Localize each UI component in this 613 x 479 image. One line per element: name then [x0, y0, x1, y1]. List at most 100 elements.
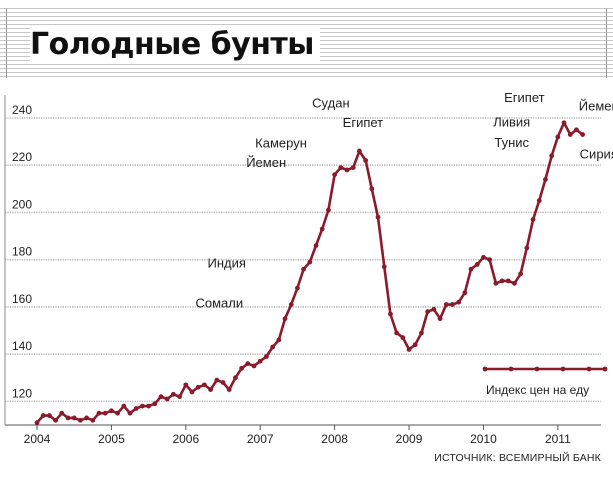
data-point [412, 342, 418, 348]
data-point [388, 311, 393, 317]
data-point [102, 410, 108, 416]
data-point [77, 417, 83, 423]
x-tick-label: 2004 [24, 432, 51, 446]
data-point [549, 153, 555, 159]
data-point [363, 158, 369, 163]
data-point [189, 389, 195, 395]
data-point [40, 413, 46, 418]
data-point [257, 358, 263, 364]
data-point [375, 214, 381, 220]
annotation-label: Сирия [580, 146, 613, 161]
annotations: Судан Египет Камерун Йемен Индия Сомали Египет… [195, 90, 613, 310]
data-point [152, 401, 158, 407]
data-point [158, 394, 164, 400]
annotation-label: Сомали [195, 295, 243, 310]
data-point [239, 365, 245, 371]
legend-point [482, 366, 488, 372]
y-tick-label: 120 [12, 386, 32, 400]
data-point [47, 413, 52, 418]
series-points [34, 120, 586, 426]
data-point [419, 330, 424, 336]
data-point [326, 207, 331, 213]
x-tick-label: 2010 [470, 432, 497, 446]
y-tick-label: 220 [12, 150, 32, 164]
x-axis-labels: 2004 2005 2006 2007 2008 2009 2010 2011 [24, 432, 571, 446]
data-point [263, 354, 269, 359]
data-point [400, 335, 406, 341]
x-tick-label: 2011 [545, 432, 571, 446]
data-point [282, 316, 288, 322]
data-point [65, 415, 71, 421]
series-line [36, 121, 584, 424]
legend: Индекс цен на еду [482, 366, 608, 397]
data-point [487, 257, 493, 263]
data-point [251, 363, 257, 369]
annotation-label: Ливия [493, 114, 530, 129]
data-point [53, 417, 59, 423]
data-point [307, 259, 313, 265]
data-point [431, 306, 437, 312]
annotation-label: Йемен [246, 155, 286, 170]
data-point [270, 344, 276, 350]
data-point [90, 417, 96, 423]
legend-point [602, 366, 608, 372]
legend-point [534, 366, 540, 372]
data-point [499, 278, 505, 284]
data-point [406, 347, 412, 352]
y-tick-label: 240 [12, 103, 32, 117]
annotation-label: Египет [343, 115, 384, 130]
data-point [555, 134, 561, 140]
data-point [338, 165, 344, 170]
y-tick-label: 180 [12, 245, 32, 259]
data-point [505, 278, 511, 284]
x-tick-label: 2007 [247, 432, 274, 446]
data-point [357, 148, 362, 154]
data-point [96, 410, 102, 416]
series-line-layer [36, 121, 584, 424]
data-point [350, 165, 356, 170]
y-axis-labels: 120 140 160 180 200 220 240 [12, 103, 32, 400]
y-tick-label: 200 [12, 197, 32, 211]
annotation-label: Египет [504, 90, 545, 105]
data-point [301, 266, 306, 272]
x-tick-label: 2008 [321, 432, 348, 446]
x-tick-label: 2006 [172, 432, 199, 446]
data-point [543, 177, 548, 182]
data-point [245, 361, 251, 366]
page-title: Голодные бунты [30, 28, 320, 62]
data-point [295, 285, 300, 291]
legend-point [586, 366, 592, 372]
data-point [450, 302, 455, 307]
data-point [140, 403, 145, 409]
data-point [468, 266, 474, 272]
data-point [34, 420, 40, 426]
data-point [530, 217, 536, 222]
data-point [524, 245, 530, 251]
data-point [493, 280, 499, 286]
data-point [59, 410, 65, 416]
x-tick-label: 2005 [98, 432, 125, 446]
data-point [233, 375, 238, 381]
data-point [561, 120, 567, 126]
data-point [313, 243, 319, 248]
annotation-label: Тунис [494, 135, 529, 150]
data-point [127, 410, 133, 416]
data-point [443, 302, 449, 307]
legend-point [560, 366, 566, 372]
data-point [170, 391, 176, 397]
data-point [518, 271, 524, 277]
data-point [276, 337, 282, 343]
data-point [146, 403, 152, 409]
annotation-label: Судан [312, 95, 349, 110]
data-point [512, 280, 517, 286]
data-point [567, 132, 573, 137]
x-tick-label: 2009 [396, 432, 423, 446]
data-point [319, 226, 325, 232]
data-point [574, 127, 579, 133]
data-point [425, 309, 431, 315]
data-point [462, 290, 468, 296]
data-point [474, 262, 480, 267]
data-point [332, 172, 338, 178]
data-point [164, 396, 170, 402]
data-point [456, 299, 462, 305]
